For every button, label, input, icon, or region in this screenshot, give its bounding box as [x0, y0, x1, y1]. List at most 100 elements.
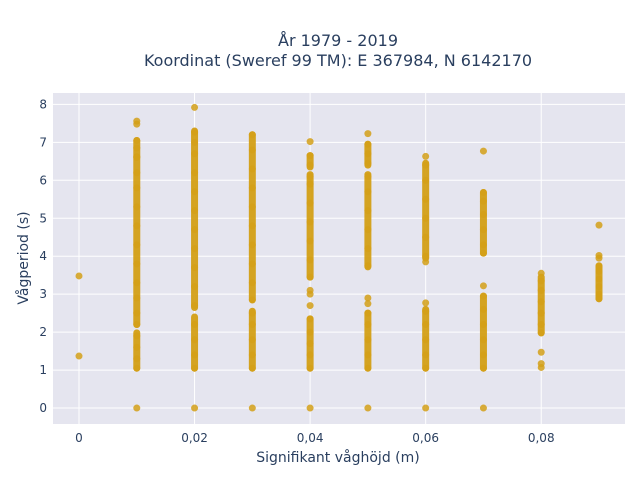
y-tick-label: 7 — [39, 135, 47, 149]
data-point — [479, 282, 487, 290]
data-point — [248, 364, 256, 372]
data-point — [595, 275, 603, 283]
data-point — [191, 245, 199, 253]
data-point — [306, 161, 314, 169]
y-tick-label: 4 — [39, 249, 47, 263]
data-point — [422, 321, 430, 329]
data-point — [133, 364, 141, 372]
data-point — [537, 298, 545, 306]
data-point — [248, 296, 256, 304]
x-tick-label: 0 — [75, 431, 83, 445]
data-point — [191, 169, 199, 177]
data-point — [422, 351, 430, 359]
data-point — [595, 251, 603, 259]
y-tick-label: 2 — [39, 325, 47, 339]
data-point — [306, 237, 314, 245]
data-point — [133, 169, 141, 177]
data-point — [422, 161, 430, 169]
data-point — [479, 321, 487, 329]
data-point — [191, 103, 199, 111]
data-point — [133, 184, 141, 192]
data-point — [133, 332, 141, 340]
data-point — [364, 262, 372, 270]
data-point — [133, 309, 141, 317]
data-point — [595, 263, 603, 271]
data-point — [133, 260, 141, 268]
data-point — [75, 352, 83, 360]
data-point — [306, 364, 314, 372]
data-point — [306, 218, 314, 226]
data-point — [422, 307, 430, 315]
data-point — [133, 154, 141, 162]
data-point — [422, 258, 430, 266]
data-point — [306, 286, 314, 294]
data-point — [306, 152, 314, 160]
data-point — [306, 256, 314, 264]
data-point — [191, 138, 199, 146]
data-point — [537, 309, 545, 317]
data-point — [422, 176, 430, 184]
data-point — [479, 364, 487, 372]
data-point — [306, 180, 314, 188]
y-tick-label: 3 — [39, 287, 47, 301]
chart-title-line1: År 1979 - 2019 — [278, 31, 398, 50]
data-point — [248, 321, 256, 329]
data-point — [537, 329, 545, 337]
data-point — [479, 197, 487, 205]
y-axis-label: Vågperiod (s) — [15, 211, 32, 304]
data-point — [537, 360, 545, 368]
data-point — [306, 328, 314, 336]
data-point — [306, 351, 314, 359]
data-point — [364, 351, 372, 359]
data-point — [422, 252, 430, 260]
data-point — [364, 364, 372, 372]
data-point — [133, 222, 141, 230]
data-point — [306, 199, 314, 207]
data-point — [537, 277, 545, 285]
data-point — [191, 283, 199, 291]
data-point — [364, 321, 372, 329]
x-tick-labels: 0 0,02 0,04 0,06 0,08 — [75, 431, 554, 445]
data-point — [422, 195, 430, 203]
data-point — [537, 321, 545, 329]
data-point — [133, 117, 141, 125]
data-point — [364, 173, 372, 181]
data-point — [191, 128, 199, 136]
data-point — [133, 355, 141, 363]
data-point — [595, 290, 603, 298]
data-point — [364, 159, 372, 167]
data-point — [364, 150, 372, 158]
data-point — [364, 188, 372, 196]
data-point — [479, 336, 487, 344]
data-point — [248, 279, 256, 287]
data-point — [595, 283, 603, 291]
data-point — [422, 214, 430, 222]
x-axis-label: Signifikant våghöjd (m) — [256, 449, 419, 466]
data-point — [248, 184, 256, 192]
data-point — [364, 336, 372, 344]
data-point — [422, 233, 430, 241]
data-point — [306, 273, 314, 281]
y-tick-label: 6 — [39, 173, 47, 187]
data-point — [364, 294, 372, 302]
data-point — [133, 404, 141, 412]
data-point — [479, 305, 487, 313]
y-tick-label: 8 — [39, 97, 47, 111]
data-point — [248, 146, 256, 154]
data-point — [364, 309, 372, 317]
data-point — [479, 249, 487, 257]
data-point — [248, 131, 256, 139]
data-point — [422, 336, 430, 344]
data-point — [479, 226, 487, 234]
data-point — [133, 144, 141, 152]
data-point — [191, 302, 199, 310]
y-tick-label: 1 — [39, 363, 47, 377]
plot-area — [53, 93, 625, 424]
data-point — [133, 203, 141, 211]
data-point — [364, 207, 372, 215]
chart-title-line2: Koordinat (Sweref 99 TM): E 367984, N 61… — [144, 51, 532, 70]
data-point — [191, 226, 199, 234]
data-point — [479, 292, 487, 300]
y-tick-label: 5 — [39, 211, 47, 225]
data-point — [191, 404, 199, 412]
